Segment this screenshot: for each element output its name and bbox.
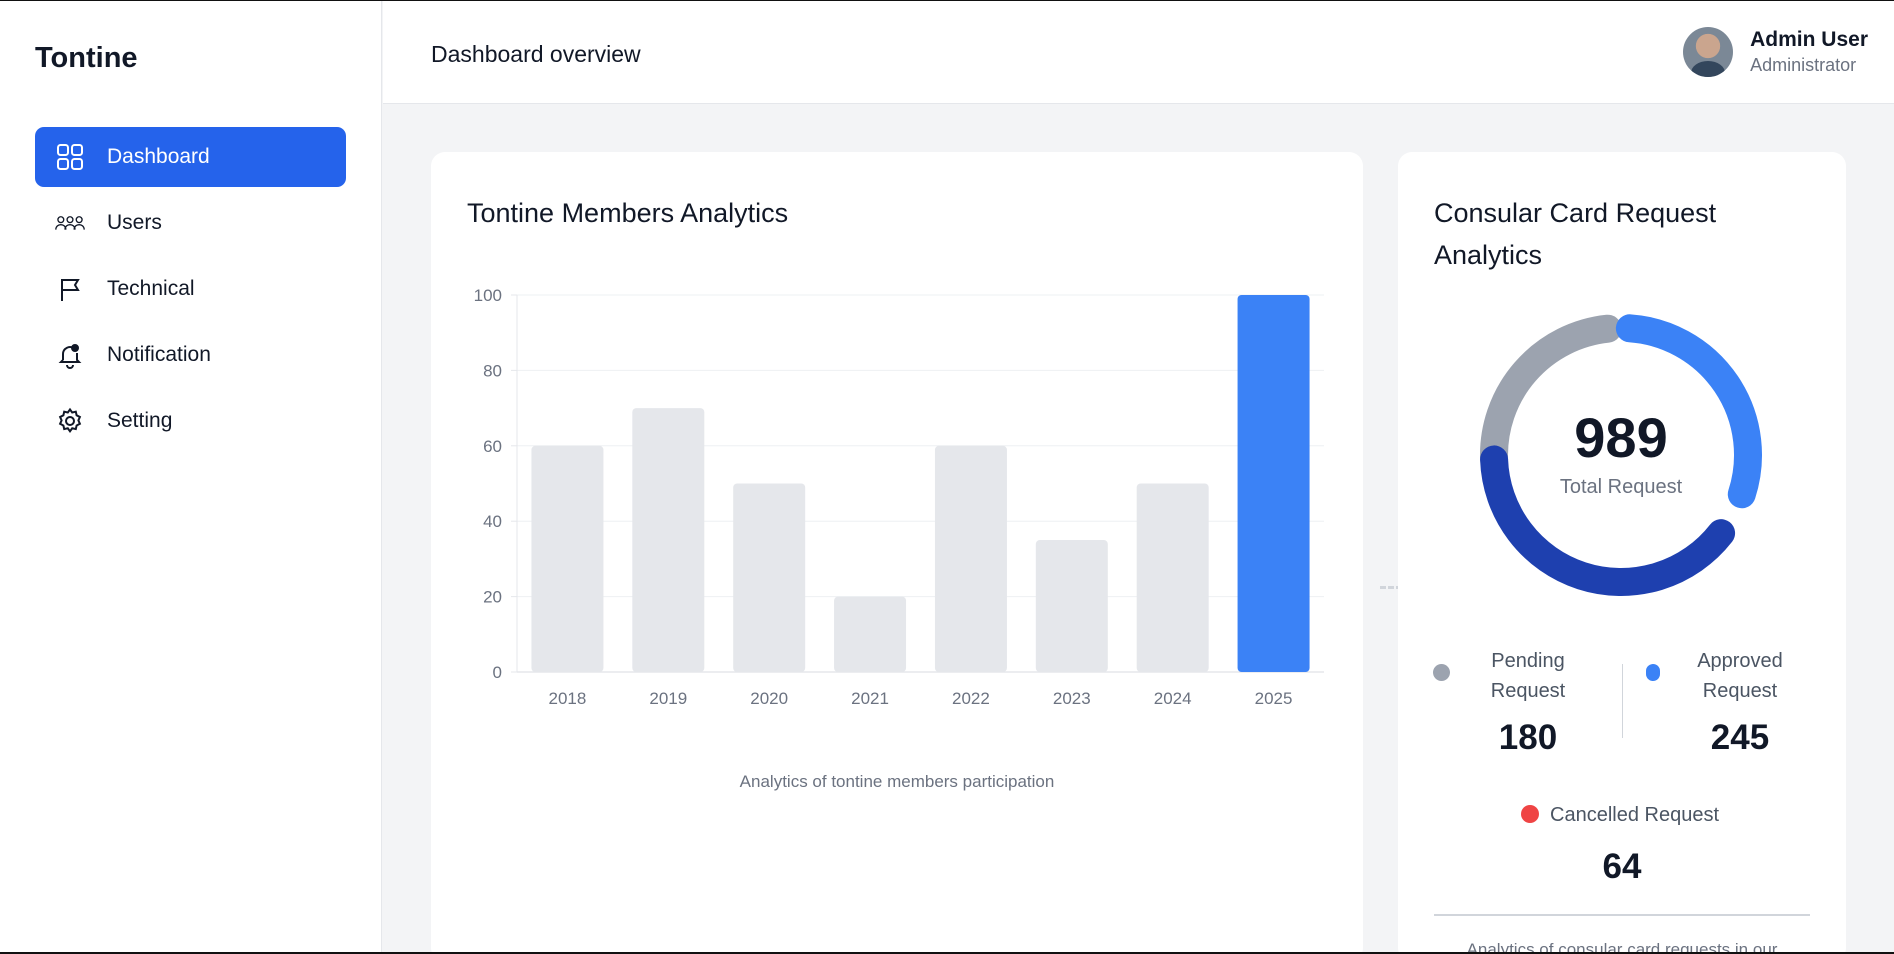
pending-value: 180 bbox=[1498, 718, 1558, 757]
stat-divider bbox=[1622, 664, 1623, 738]
bar-2025 bbox=[1237, 295, 1310, 672]
y-tick-label: 80 bbox=[483, 361, 502, 380]
x-tick-label: 2020 bbox=[750, 689, 788, 708]
users-icon bbox=[55, 208, 85, 238]
pending-stat: Pending Request 180 bbox=[1468, 646, 1588, 758]
y-tick-label: 60 bbox=[483, 437, 502, 456]
total-requests-label: Total Request bbox=[1559, 476, 1683, 498]
bar-2018 bbox=[531, 445, 604, 672]
sidebar-item-label: Users bbox=[107, 211, 162, 234]
donut-segment-cancelled-request bbox=[1480, 445, 1736, 596]
page-title: Dashboard overview bbox=[431, 41, 641, 67]
x-tick-label: 2025 bbox=[1255, 689, 1293, 708]
x-tick-label: 2024 bbox=[1154, 689, 1192, 708]
flag-icon bbox=[55, 274, 85, 304]
approved-legend-dot bbox=[1646, 664, 1660, 681]
x-tick-label: 2021 bbox=[851, 689, 889, 708]
cancelled-label: Cancelled Request bbox=[1550, 804, 1719, 826]
cancelled-value: 64 bbox=[1602, 847, 1642, 886]
donut-segment-pending-request bbox=[1480, 314, 1622, 474]
avatar[interactable] bbox=[1683, 27, 1734, 77]
brand-logo[interactable]: Tontine bbox=[35, 42, 138, 74]
bar-2019 bbox=[632, 408, 705, 672]
sidebar-item-label: Notification bbox=[107, 343, 211, 366]
consular-donut-chart bbox=[1480, 314, 1762, 596]
donut-chart-wrap: 989 Total Request bbox=[1476, 310, 1766, 600]
bar-2021 bbox=[834, 596, 907, 672]
bar-2024 bbox=[1136, 483, 1209, 672]
sidebar: Tontine Dashboard Users bbox=[0, 0, 382, 954]
donut-segment-approved-request bbox=[1615, 314, 1762, 509]
top-header: Dashboard overview Admin User Administra… bbox=[383, 0, 1894, 104]
cancelled-legend-dot bbox=[1521, 805, 1539, 823]
x-tick-label: 2018 bbox=[549, 689, 587, 708]
y-tick-label: 40 bbox=[483, 512, 502, 531]
sidebar-item-label: Dashboard bbox=[107, 145, 210, 168]
sidebar-item-notification[interactable]: Notification bbox=[35, 325, 346, 385]
sidebar-item-technical[interactable]: Technical bbox=[35, 259, 346, 319]
card-title: Consular Card Request Analytics bbox=[1434, 198, 1717, 270]
chart-caption: Analytics of tontine members participati… bbox=[739, 772, 1055, 791]
pending-label-line1: Pending bbox=[1491, 650, 1565, 672]
pending-label-line2: Request bbox=[1490, 680, 1566, 702]
gear-icon bbox=[55, 406, 85, 436]
bar-2022 bbox=[934, 445, 1007, 672]
footer-divider bbox=[1434, 914, 1810, 916]
approved-label-line2: Request bbox=[1702, 680, 1778, 702]
consular-caption: Analytics of consular card requests in o… bbox=[1466, 940, 1778, 954]
bar-2023 bbox=[1035, 540, 1108, 672]
sidebar-item-dashboard[interactable]: Dashboard bbox=[35, 127, 346, 187]
card-title: Tontine Members Analytics bbox=[467, 198, 789, 228]
consular-analytics-card: Consular Card Request Analytics 989 Tota… bbox=[1398, 152, 1846, 954]
bell-icon bbox=[55, 340, 85, 370]
members-analytics-card: Tontine Members Analytics 0 20 40 60 80 100 20… bbox=[431, 152, 1363, 954]
y-tick-label: 0 bbox=[493, 663, 502, 682]
sidebar-nav: Dashboard Users Technical bbox=[35, 127, 346, 457]
approved-label-line1: Approved bbox=[1697, 650, 1783, 672]
grid-icon bbox=[55, 142, 85, 172]
user-menu[interactable]: Admin User Administrator bbox=[1683, 27, 1868, 77]
user-name: Admin User bbox=[1750, 28, 1868, 51]
bar-2020 bbox=[733, 483, 806, 672]
sidebar-item-setting[interactable]: Setting bbox=[35, 391, 346, 451]
x-tick-label: 2022 bbox=[952, 689, 990, 708]
x-tick-label: 2023 bbox=[1053, 689, 1091, 708]
donut-center: 989 Total Request bbox=[1476, 310, 1766, 600]
sidebar-item-users[interactable]: Users bbox=[35, 193, 346, 253]
approved-stat: Approved Request 245 bbox=[1680, 646, 1800, 758]
user-role: Administrator bbox=[1750, 55, 1857, 75]
total-requests-value: 989 bbox=[1574, 406, 1668, 469]
y-tick-label: 100 bbox=[474, 286, 502, 305]
y-tick-label: 20 bbox=[483, 588, 502, 607]
approved-value: 245 bbox=[1710, 718, 1770, 757]
sidebar-item-label: Setting bbox=[107, 409, 173, 432]
x-tick-label: 2019 bbox=[649, 689, 687, 708]
sidebar-item-label: Technical bbox=[107, 277, 195, 300]
members-bar-chart: 0 20 40 60 80 100 2018 2019 2020 2021 2022 2023 2024… bbox=[474, 286, 1324, 708]
pending-legend-dot bbox=[1433, 664, 1450, 681]
